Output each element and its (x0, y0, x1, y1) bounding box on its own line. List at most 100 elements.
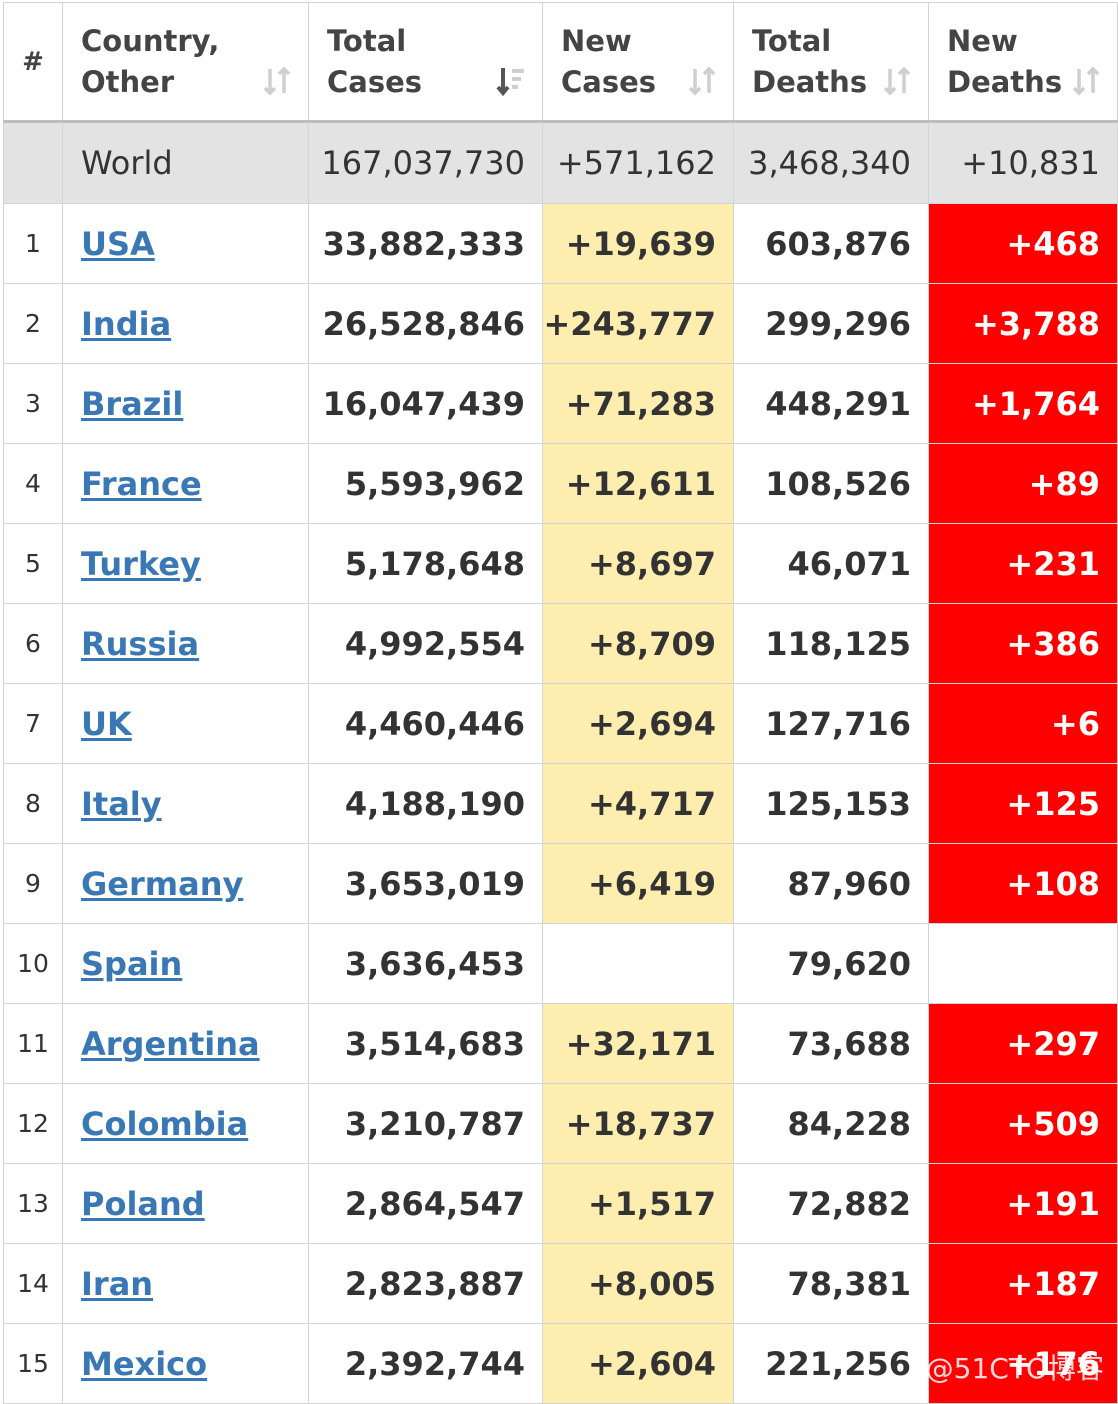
country-link[interactable]: Poland (81, 1184, 205, 1223)
sort-updown-icon[interactable] (882, 65, 912, 97)
country-cell: Poland (62, 1163, 309, 1244)
rank-cell: 1 (3, 203, 63, 284)
watermark: @51CTO博客 (925, 1352, 1104, 1385)
column-header-new-deaths-line1: New (947, 23, 1018, 58)
new-deaths-cell: +1,764 (928, 363, 1118, 444)
table-row: 4 France 5,593,962 +12,611 108,526 +89 (3, 443, 1118, 524)
total-cases-cell: 5,178,648 (308, 523, 543, 604)
total-deaths-cell: 73,688 (733, 1003, 929, 1084)
country-cell: Iran (62, 1243, 309, 1324)
country-link[interactable]: Italy (81, 784, 162, 823)
country-link[interactable]: France (81, 464, 202, 503)
total-deaths-cell: 299,296 (733, 283, 929, 364)
new-cases-cell: +6,419 (542, 843, 734, 924)
total-cases-cell: 2,392,744 (308, 1323, 543, 1404)
column-header-total-deaths-line1: Total (752, 23, 832, 58)
country-cell: Argentina (62, 1003, 309, 1084)
column-header-country-line1: Country, (81, 23, 220, 58)
country-cell: USA (62, 203, 309, 284)
rank-cell: 11 (3, 1003, 63, 1084)
country-link[interactable]: UK (81, 704, 132, 743)
column-header-new-deaths-line2: Deaths (947, 64, 1063, 99)
total-deaths-cell: 108,526 (733, 443, 929, 524)
new-cases-cell: +18,737 (542, 1083, 734, 1164)
total-cases-cell: 3,514,683 (308, 1003, 543, 1084)
new-deaths-cell: +108 (928, 843, 1118, 924)
country-link[interactable]: Turkey (81, 544, 201, 583)
column-header-country[interactable]: Country, Other (62, 2, 309, 123)
column-header-new-cases-line2: Cases (561, 64, 657, 99)
country-link[interactable]: Spain (81, 944, 183, 983)
rank-cell: 12 (3, 1083, 63, 1164)
country-cell: India (62, 283, 309, 364)
new-cases-cell: +8,709 (542, 603, 734, 684)
total-deaths-cell: 127,716 (733, 683, 929, 764)
country-cell: Russia (62, 603, 309, 684)
country-link[interactable]: Russia (81, 624, 200, 663)
country-link[interactable]: USA (81, 224, 155, 263)
country-link[interactable]: Mexico (81, 1344, 208, 1383)
country-link[interactable]: Germany (81, 864, 244, 903)
country-cell: France (62, 443, 309, 524)
table-row: 13 Poland 2,864,547 +1,517 72,882 +191 (3, 1163, 1118, 1244)
total-deaths-cell: 84,228 (733, 1083, 929, 1164)
column-header-total-deaths[interactable]: Total Deaths (733, 2, 929, 123)
column-header-total-deaths-line2: Deaths (752, 64, 868, 99)
new-cases-cell: +4,717 (542, 763, 734, 844)
world-new-deaths-cell: +10,831 (928, 121, 1118, 204)
new-deaths-cell: +231 (928, 523, 1118, 604)
new-cases-cell: +243,777 (542, 283, 734, 364)
header-row: # Country, Other Total Cases (3, 2, 1118, 123)
new-cases-cell: +71,283 (542, 363, 734, 444)
new-deaths-cell: +3,788 (928, 283, 1118, 364)
table-row: 12 Colombia 3,210,787 +18,737 84,228 +509 (3, 1083, 1118, 1164)
country-link[interactable]: Iran (81, 1264, 154, 1303)
total-cases-cell: 33,882,333 (308, 203, 543, 284)
new-cases-cell: +12,611 (542, 443, 734, 524)
table-row: 2 India 26,528,846 +243,777 299,296 +3,788 (3, 283, 1118, 364)
new-deaths-cell: +125 (928, 763, 1118, 844)
country-cell: Spain (62, 923, 309, 1004)
new-deaths-cell: +176 (928, 1323, 1118, 1404)
sort-desc-icon[interactable] (496, 65, 526, 97)
column-header-total-cases[interactable]: Total Cases (308, 2, 543, 123)
column-header-rank[interactable]: # (3, 2, 63, 123)
rank-cell: 14 (3, 1243, 63, 1324)
new-cases-cell: +1,517 (542, 1163, 734, 1244)
sort-updown-icon[interactable] (262, 65, 292, 97)
new-deaths-cell (928, 923, 1118, 1004)
new-deaths-cell: +509 (928, 1083, 1118, 1164)
new-deaths-cell: +89 (928, 443, 1118, 524)
rank-cell: 2 (3, 283, 63, 364)
rank-cell: 8 (3, 763, 63, 844)
column-header-new-cases-line1: New (561, 23, 632, 58)
total-cases-cell: 3,636,453 (308, 923, 543, 1004)
table-row: 9 Germany 3,653,019 +6,419 87,960 +108 (3, 843, 1118, 924)
total-deaths-cell: 87,960 (733, 843, 929, 924)
new-cases-cell: +32,171 (542, 1003, 734, 1084)
total-cases-cell: 3,210,787 (308, 1083, 543, 1164)
total-cases-cell: 16,047,439 (308, 363, 543, 444)
country-link[interactable]: Brazil (81, 384, 184, 423)
total-cases-cell: 2,864,547 (308, 1163, 543, 1244)
total-deaths-cell: 221,256 (733, 1323, 929, 1404)
sort-updown-icon[interactable] (1071, 65, 1101, 97)
world-total-deaths-cell: 3,468,340 (733, 121, 929, 204)
total-deaths-cell: 46,071 (733, 523, 929, 604)
country-link[interactable]: India (81, 304, 172, 343)
sort-updown-icon[interactable] (687, 65, 717, 97)
rank-cell: 3 (3, 363, 63, 444)
column-header-country-line2: Other (81, 64, 175, 99)
column-header-rank-label: # (22, 46, 44, 77)
column-header-new-deaths[interactable]: New Deaths (928, 2, 1118, 123)
rank-cell: 10 (3, 923, 63, 1004)
country-cell: Italy (62, 763, 309, 844)
rank-cell: 13 (3, 1163, 63, 1244)
table-row: 8 Italy 4,188,190 +4,717 125,153 +125 (3, 763, 1118, 844)
column-header-new-cases[interactable]: New Cases (542, 2, 734, 123)
new-deaths-cell: +386 (928, 603, 1118, 684)
country-link[interactable]: Colombia (81, 1104, 249, 1143)
total-deaths-cell: 79,620 (733, 923, 929, 1004)
total-cases-cell: 3,653,019 (308, 843, 543, 924)
country-link[interactable]: Argentina (81, 1024, 260, 1063)
